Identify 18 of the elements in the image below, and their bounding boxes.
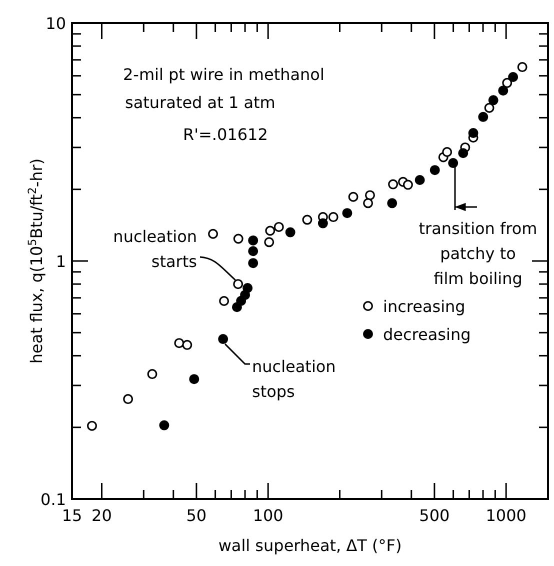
x-tick-label: 1000 bbox=[486, 506, 526, 525]
x-axis-title: wall superheat, ΔT (°F) bbox=[218, 536, 402, 555]
annotation: nucleation starts bbox=[113, 227, 197, 271]
y-tick-label: 1 bbox=[56, 252, 66, 271]
x-tick-label: 20 bbox=[92, 506, 112, 525]
x-tick-label: 500 bbox=[419, 506, 450, 525]
x-tick-label: 100 bbox=[252, 506, 284, 525]
x-tick-label: 15 bbox=[62, 506, 82, 525]
annotation: transition from patchy to film boiling bbox=[418, 219, 538, 288]
annotation: saturated at 1 atm bbox=[125, 93, 276, 112]
y-tick-label: 0.1 bbox=[40, 490, 66, 509]
x-tick-label: 50 bbox=[186, 506, 207, 525]
y-tick-label: 10 bbox=[46, 14, 66, 33]
annotation: 2-mil pt wire in methanol bbox=[123, 65, 324, 84]
annotation: R'=.01612 bbox=[183, 125, 268, 144]
legend-label: increasing bbox=[383, 297, 466, 316]
legend-label: decreasing bbox=[383, 325, 471, 344]
annotation: nucleation stops bbox=[252, 357, 336, 401]
